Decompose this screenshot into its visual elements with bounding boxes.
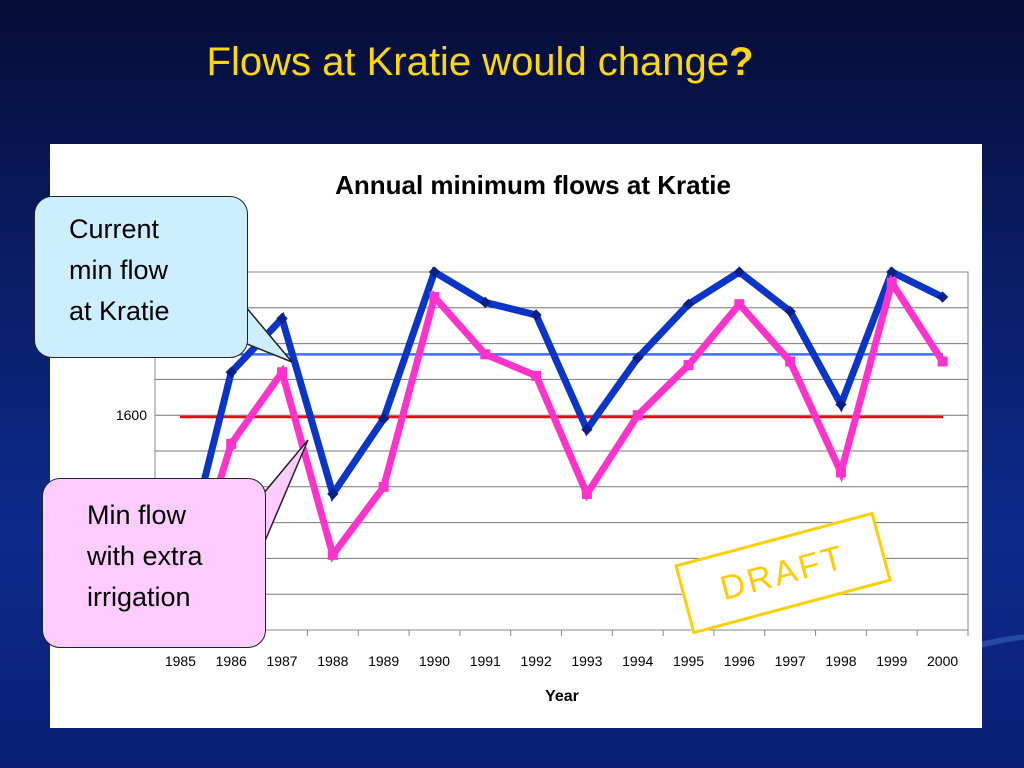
series-point xyxy=(327,488,339,500)
slide-title-mark: ? xyxy=(729,40,754,84)
series-point xyxy=(886,277,897,288)
callout-irrigation-line: Min flow xyxy=(87,500,187,530)
x-tick-label: 1998 xyxy=(825,653,856,669)
x-tick-label: 1988 xyxy=(317,653,348,669)
x-tick-label: 1990 xyxy=(419,653,450,669)
series-point xyxy=(530,309,542,321)
series-point xyxy=(277,367,288,378)
series-point xyxy=(632,352,644,364)
y-tick-label: 1600 xyxy=(116,407,147,423)
x-tick-label: 1993 xyxy=(571,653,602,669)
series-point xyxy=(937,356,948,367)
series-point xyxy=(429,292,440,303)
callout-irrigation-line: irrigation xyxy=(87,582,191,612)
series-point xyxy=(479,296,491,309)
callout-irrigation: Min flow with extra irrigation xyxy=(42,478,266,648)
series-point xyxy=(226,438,237,449)
series-point xyxy=(835,398,847,411)
x-axis-label: Year xyxy=(545,688,579,705)
series-point xyxy=(480,349,491,360)
series-point xyxy=(581,488,592,499)
callout-current: Current min flow at Kratie xyxy=(34,196,248,358)
series-line xyxy=(177,266,945,578)
series-point xyxy=(225,366,237,378)
series-point xyxy=(734,299,745,310)
x-tick-label: 1999 xyxy=(876,653,907,669)
slide-title: Flows at Kratie would change? xyxy=(0,40,960,85)
series-point xyxy=(683,360,694,371)
x-tick-label: 1995 xyxy=(673,653,704,669)
x-tick-label: 2000 xyxy=(927,653,958,669)
x-tick-label: 1989 xyxy=(368,653,399,669)
series-point xyxy=(835,467,846,478)
x-tick-label: 1986 xyxy=(216,653,247,669)
series-point xyxy=(378,481,389,492)
slide-title-text: Flows at Kratie would change xyxy=(206,40,730,84)
x-tick-label: 1997 xyxy=(775,653,806,669)
x-tick-label: 1991 xyxy=(470,653,501,669)
series-point xyxy=(936,291,949,303)
x-tick-label: 1987 xyxy=(266,653,297,669)
x-tick-label: 1994 xyxy=(622,653,653,669)
callout-current-line: at Kratie xyxy=(69,296,170,326)
series-point xyxy=(784,305,796,318)
callout-current-line: Current xyxy=(69,214,160,244)
series-point xyxy=(377,413,390,425)
x-tick-label: 1996 xyxy=(724,653,755,669)
x-tick-label: 1992 xyxy=(521,653,552,669)
callout-current-line: min flow xyxy=(69,255,169,285)
series-point xyxy=(327,549,338,560)
series-point xyxy=(632,410,643,421)
callout-irrigation-line: with extra xyxy=(87,541,203,571)
series-point xyxy=(682,298,695,310)
series-point xyxy=(531,370,542,381)
x-tick-label: 1985 xyxy=(165,653,196,669)
chart-title: Annual minimum flows at Kratie xyxy=(335,170,731,200)
series-point xyxy=(581,423,593,436)
series-point xyxy=(785,356,796,367)
